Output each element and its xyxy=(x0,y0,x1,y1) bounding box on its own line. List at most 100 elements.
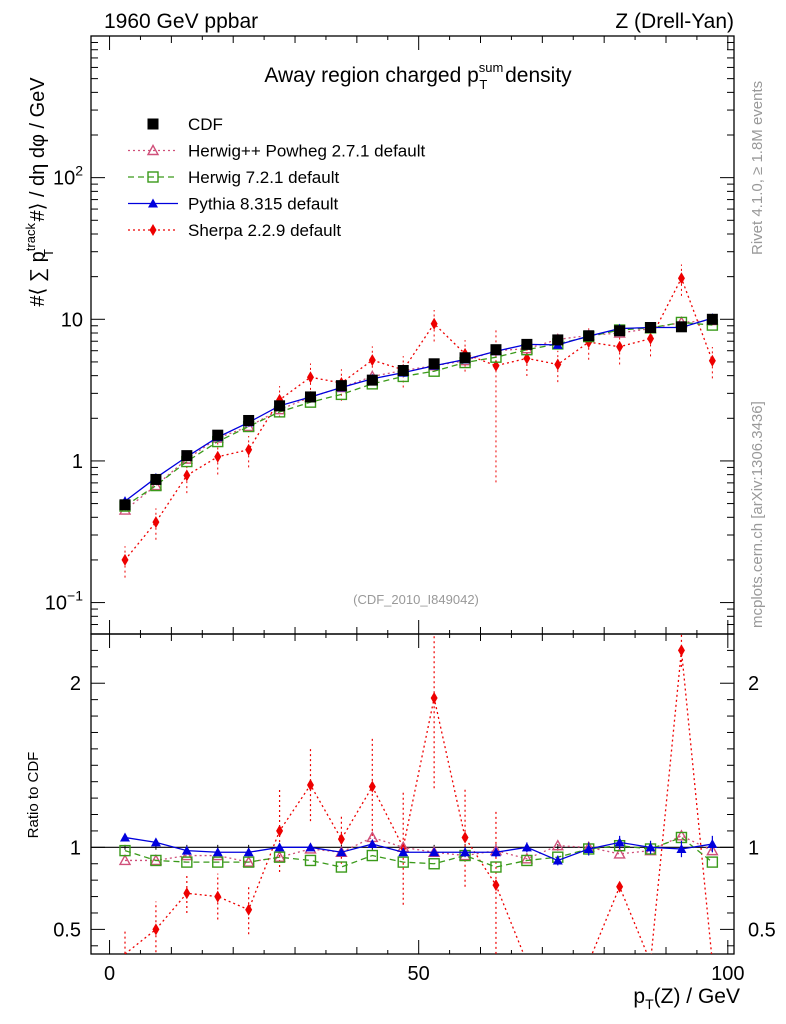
data-point xyxy=(119,499,131,511)
ratio-point xyxy=(616,880,624,893)
ratio-point xyxy=(583,843,594,853)
data-point xyxy=(616,340,624,353)
ratio-point xyxy=(118,854,132,866)
ratio-point xyxy=(429,847,440,857)
ratio-series-pythia-8-315-default xyxy=(120,832,718,866)
ratio-point xyxy=(336,847,347,857)
ratio-point xyxy=(397,856,409,868)
legend-label: Pythia 8.315 default xyxy=(188,195,339,214)
x-tick-label: 0 xyxy=(104,963,115,985)
ratio-point xyxy=(490,847,501,857)
ratio-point xyxy=(428,858,440,870)
y-tick-label: 1 xyxy=(72,451,83,473)
ratio-series-sherpa-2-2-9-default xyxy=(124,634,713,954)
data-point xyxy=(149,479,163,491)
ratio-point xyxy=(490,861,502,873)
legend: CDF Herwig++ Powheg 2.7.1 default Herwig 7… xyxy=(128,115,425,240)
data-point xyxy=(335,380,347,392)
data-point xyxy=(183,469,191,482)
ratio-tick-label-right: 0.5 xyxy=(748,919,776,941)
ratio-series-herwig-7-2-1-default xyxy=(119,831,719,873)
ratio-tick-label-right: 2 xyxy=(748,673,759,695)
ratio-point xyxy=(460,847,471,857)
legend-label: CDF xyxy=(188,115,223,134)
data-point xyxy=(706,313,718,325)
data-point xyxy=(152,516,160,529)
ratio-point xyxy=(214,890,222,903)
legend-entry-herwig-7-2-1-default: Herwig 7.2.1 default xyxy=(128,168,339,187)
legend-entry-sherpa-2-2-9-default: Sherpa 2.2.9 default xyxy=(128,221,341,240)
legend-label: Sherpa 2.2.9 default xyxy=(188,221,341,240)
data-point xyxy=(490,344,502,356)
series-herwig-powheg-2-7-1-default xyxy=(118,314,719,515)
ratio-point xyxy=(521,842,532,852)
ratio-line xyxy=(124,650,713,954)
series-cdf xyxy=(119,313,718,511)
ratio-point xyxy=(273,850,286,862)
legend-marker xyxy=(149,224,157,236)
ratio-point xyxy=(242,856,255,868)
header-energy: 1960 GeV ppbar xyxy=(104,10,258,33)
data-point xyxy=(552,334,564,346)
ratio-point xyxy=(675,829,688,841)
data-point xyxy=(368,354,376,367)
ratio-tick-label: 0.5 xyxy=(53,919,81,941)
ratio-panel-frame xyxy=(90,633,735,955)
ratio-point xyxy=(551,839,564,851)
data-point xyxy=(366,374,378,386)
ratio-y-axis-label: Ratio to CDF xyxy=(25,752,42,839)
data-point xyxy=(212,429,224,441)
axis-ticks: 0 50 100 10−1 1 10 102 0.5 0.5 1 1 2 2 xyxy=(45,35,776,985)
ratio-point xyxy=(677,644,685,657)
ratio-point xyxy=(212,847,223,857)
legend-label: Herwig 7.2.1 default xyxy=(188,168,339,187)
ratio-point xyxy=(120,832,131,842)
data-point xyxy=(243,414,255,426)
y-tick-label: 10−1 xyxy=(45,588,83,615)
data-point xyxy=(306,371,314,384)
legend-marker xyxy=(148,198,158,208)
legend-entry-herwig-powheg-2-7-1-default: Herwig++ Powheg 2.7.1 default xyxy=(128,142,425,161)
data-point xyxy=(430,317,438,330)
data-point xyxy=(304,391,316,403)
ratio-point xyxy=(150,837,161,847)
ratio-point xyxy=(304,854,317,867)
series-line xyxy=(124,276,713,561)
ratio-point xyxy=(552,855,563,865)
data-point xyxy=(397,364,409,376)
ratio-tick-label-right: 1 xyxy=(748,837,759,859)
ratio-point xyxy=(430,692,438,704)
ratio-point xyxy=(119,844,131,857)
ratio-point xyxy=(337,833,345,846)
data-point xyxy=(708,354,716,367)
ratio-point xyxy=(245,903,253,916)
ratio-point xyxy=(398,847,409,857)
ratio-point xyxy=(212,856,224,868)
data-point xyxy=(614,325,626,337)
data-point xyxy=(675,321,687,333)
legend-marker xyxy=(147,171,159,183)
legend-label: Herwig++ Powheg 2.7.1 default xyxy=(188,142,425,161)
ratio-point xyxy=(335,861,348,873)
ratio-point xyxy=(180,849,194,861)
ratio-series-herwig-powheg-2-7-1-default xyxy=(118,829,719,867)
data-series xyxy=(118,264,719,954)
plot-title: Away region charged psum T density xyxy=(264,60,572,92)
mcplots-reference: mcplots.cern.ch [arXiv:1306.3436] xyxy=(749,401,766,628)
ratio-point xyxy=(150,854,162,867)
ratio-point xyxy=(706,856,719,868)
series-line xyxy=(124,321,713,507)
ratio-point xyxy=(368,780,376,793)
data-point xyxy=(583,330,595,342)
y-axis-label: #⟨ ∑ ptrackT #⟩ / dη dφ / GeV xyxy=(23,77,56,307)
ratio-point xyxy=(492,879,500,892)
ratio-point xyxy=(305,842,316,852)
ratio-point xyxy=(306,778,314,791)
ratio-point xyxy=(274,842,285,852)
ratio-line xyxy=(125,835,713,863)
data-point xyxy=(677,272,685,285)
legend-entry-cdf: CDF xyxy=(147,115,223,134)
series-sherpa-2-2-9-default xyxy=(121,264,716,578)
ratio-point xyxy=(181,845,192,855)
